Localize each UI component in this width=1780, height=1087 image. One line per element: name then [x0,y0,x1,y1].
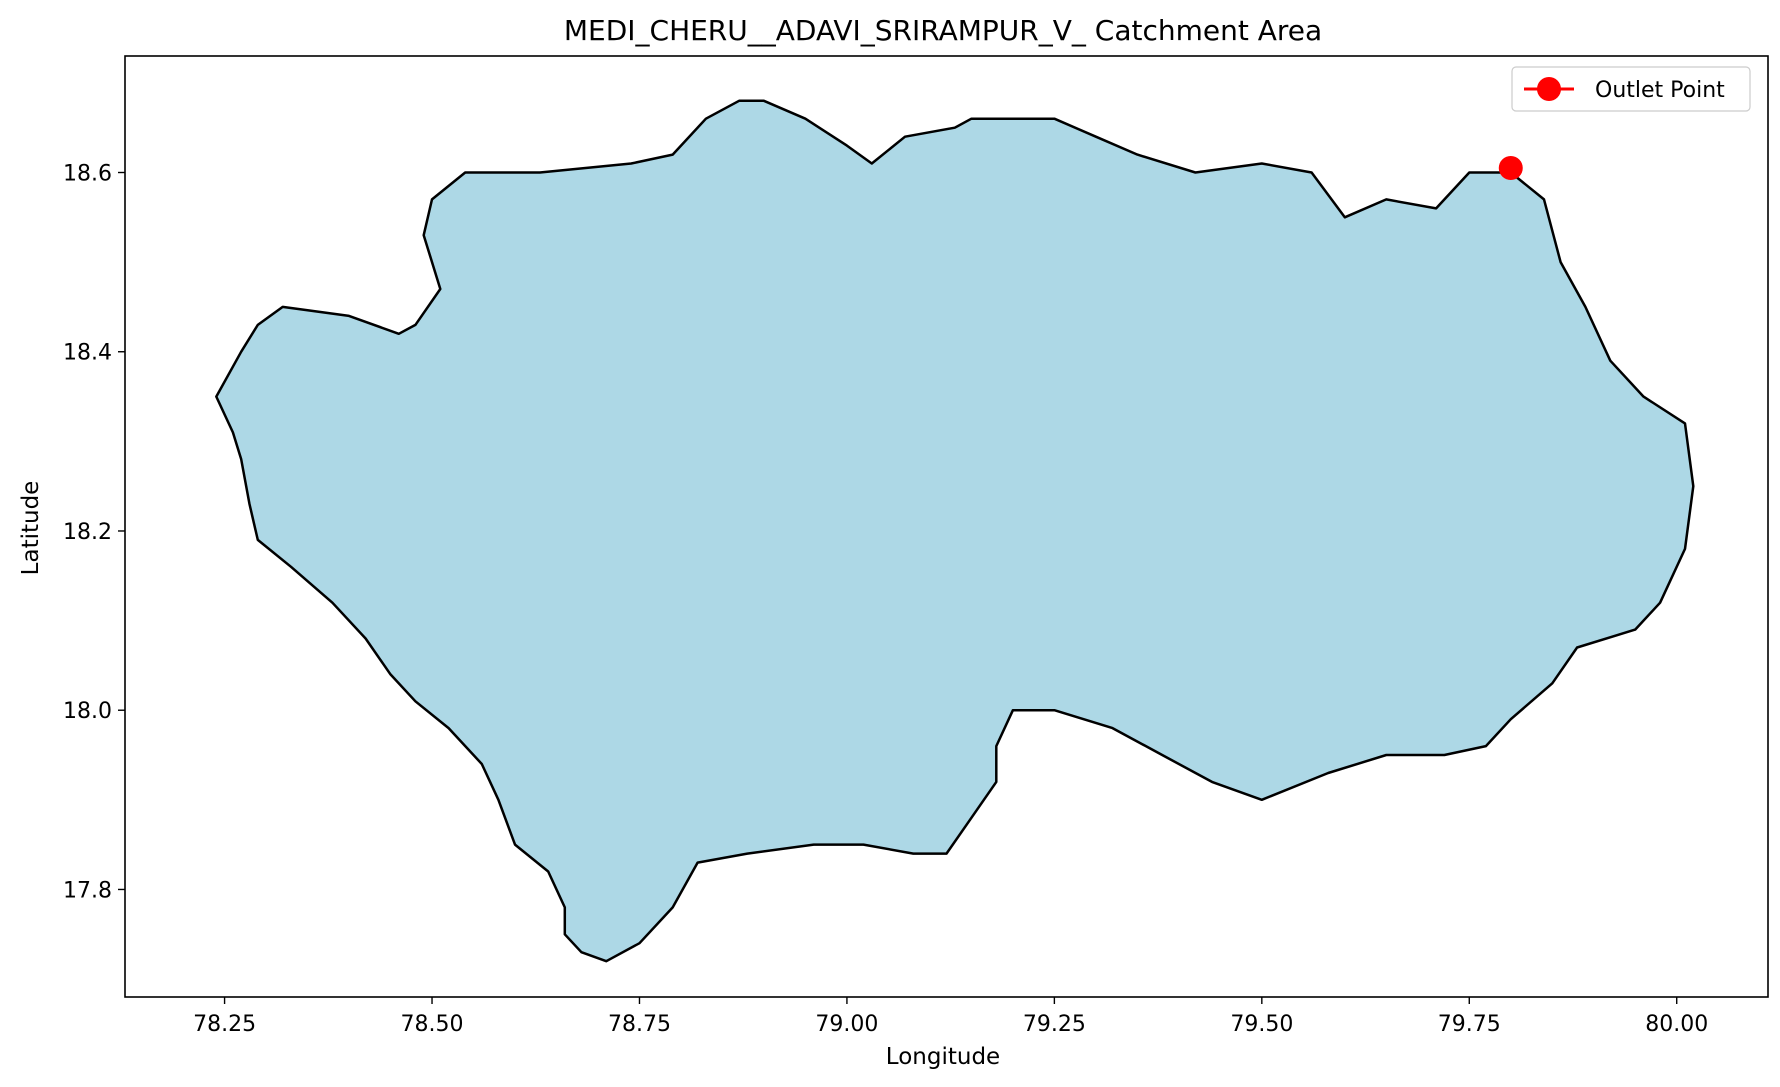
legend-marker-swatch [1537,77,1561,101]
x-tick-label: 79.00 [815,1012,878,1037]
legend-box [1511,66,1751,112]
catchment-area-polygon [215,99,1695,963]
outlet-point-marker [1498,156,1523,181]
y-tick-label: 18.0 [63,699,112,724]
axes-frame [124,55,1769,998]
x-tick-label: 79.25 [1023,1012,1086,1037]
x-tick-label: 79.50 [1230,1012,1293,1037]
series-layer [1498,156,1523,181]
y-tick-label: 18.4 [63,341,112,366]
x-tick-label: 79.75 [1438,1012,1501,1037]
x-tick-label: 78.75 [608,1012,671,1037]
chart-title: MEDI_CHERU__ADAVI_SRIRAMPUR_V_ Catchment… [564,14,1322,47]
x-tick-label: 78.50 [401,1012,464,1037]
y-tick-label: 18.6 [63,162,112,187]
legend: Outlet Point [1511,66,1751,112]
x-axis-ticks: 78.25 78.50 78.75 79.00 79.25 79.50 79.75 80.00 [193,997,1708,1037]
y-axis-label: Latitude [18,481,44,576]
x-tick-label: 80.00 [1645,1012,1708,1037]
x-axis-label: Longitude [886,1044,1000,1070]
y-axis-ticks: 17.8 18.0 18.2 18.4 18.6 [63,162,125,903]
x-tick-label: 78.25 [193,1012,256,1037]
y-tick-label: 18.2 [63,520,112,545]
legend-label-outlet-point: Outlet Point [1595,78,1725,103]
y-tick-label: 17.8 [63,878,112,903]
